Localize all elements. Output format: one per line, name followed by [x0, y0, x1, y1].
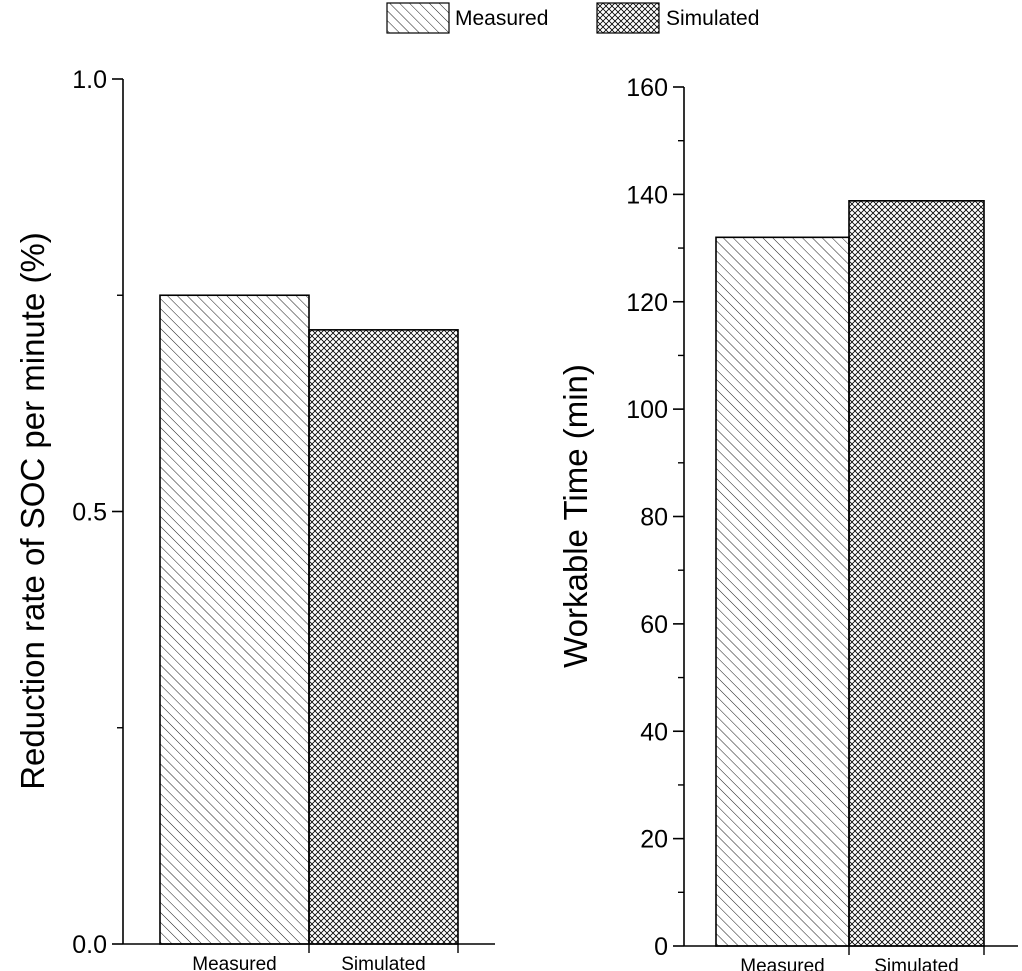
legend-swatch-measured [386, 2, 450, 34]
workable-x-label-simulated: Simulated [874, 956, 959, 971]
legend-swatch-simulated [596, 2, 660, 34]
soc-y-axis-label: Reduction rate of SOC per minute (%) [14, 232, 51, 790]
soc-bars [159, 294, 459, 945]
workable-y-axis-label: Workable Time (min) [557, 364, 594, 668]
soc-tick-label: 0.5 [72, 499, 107, 527]
legend-label-simulated: Simulated [666, 7, 759, 30]
workable-tick-label: 120 [626, 289, 668, 317]
workable-tick-label: 80 [640, 504, 668, 532]
workable-bars [715, 200, 985, 947]
soc-bar-measured [159, 294, 310, 945]
workable-tick-label: 20 [640, 826, 668, 854]
soc-x-label-simulated: Simulated [341, 954, 426, 971]
soc-x-label-measured: Measured [192, 954, 277, 971]
workable-bar-simulated [848, 200, 985, 947]
soc-tick-label: 0.0 [72, 931, 107, 959]
soc-bar-simulated [308, 329, 459, 945]
legend: Measured Simulated [386, 2, 759, 34]
workable-tick-label: 100 [626, 396, 668, 424]
workable-bar-measured [715, 236, 850, 947]
workable-x-label-measured: Measured [740, 956, 825, 971]
workable-tick-label: 140 [626, 181, 668, 209]
workable-tick-label: 160 [626, 74, 668, 102]
legend-label-measured: Measured [455, 7, 548, 30]
soc-x-labels: Measured Simulated [192, 944, 459, 971]
workable-x-labels: Measured Simulated [740, 946, 985, 971]
soc-reduction-chart: 0.0 0.5 1.0 Measured Simulated Reduction ra… [14, 66, 495, 971]
workable-y-ticks: 0 20 40 60 80 100 120 140 160 [626, 74, 684, 961]
workable-tick-label: 40 [640, 718, 668, 746]
workable-tick-label: 60 [640, 611, 668, 639]
workable-tick-label: 0 [654, 933, 668, 961]
soc-tick-label: 1.0 [72, 66, 107, 94]
soc-y-ticks: 0.0 0.5 1.0 [72, 66, 123, 959]
